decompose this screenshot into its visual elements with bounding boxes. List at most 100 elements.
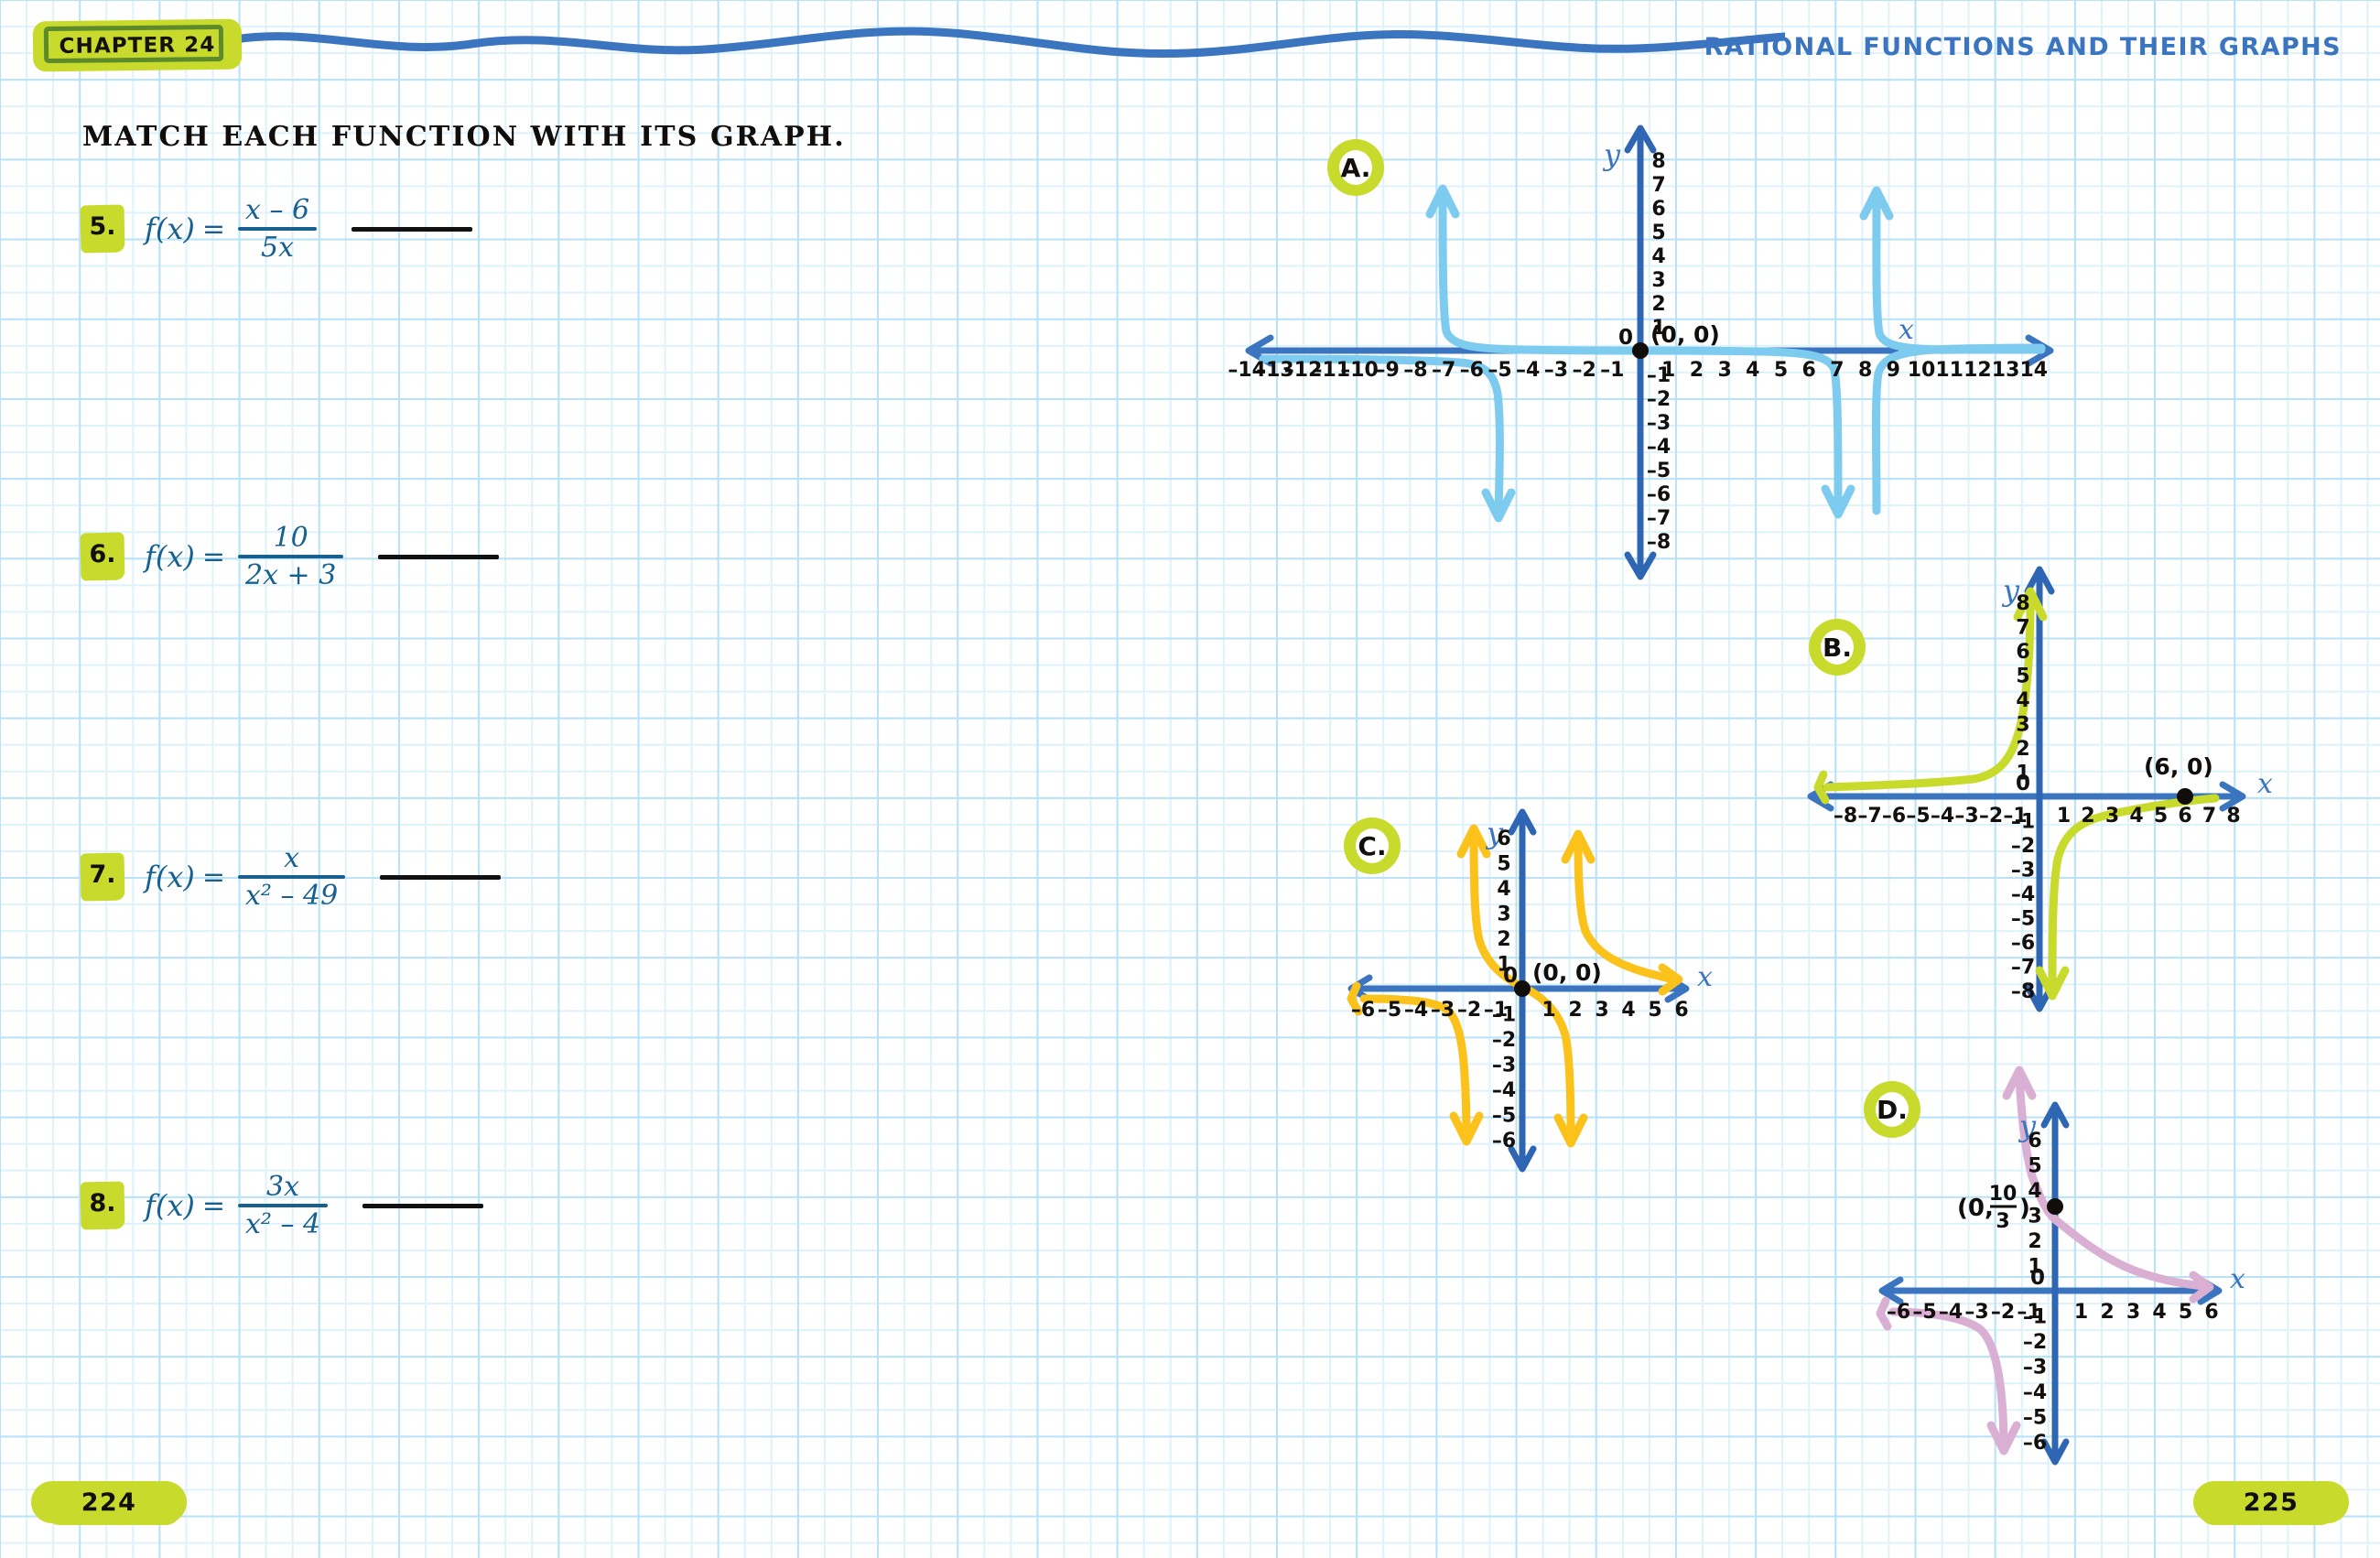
- answer-blank[interactable]: [378, 554, 500, 559]
- tick-label: –3: [1544, 359, 1568, 382]
- tick-label: 5: [1774, 359, 1788, 382]
- tick-label: 7: [1830, 359, 1844, 382]
- tick-label: –6: [1492, 1130, 1516, 1152]
- graph-c-point-dot: [1514, 980, 1531, 997]
- graph-d-y-axis: [2040, 1101, 2070, 1466]
- problem-number-badge: 7.: [80, 852, 125, 902]
- tick-label: 12: [1964, 359, 1992, 382]
- tick-label: –6: [1882, 805, 1906, 828]
- graph-c-y-axis-label: y: [1485, 816, 1504, 850]
- tick-label: 5: [2179, 1301, 2192, 1324]
- graph-c-x-tick-labels: –6 –5 –4 –3 –2 –1 1 2 3 4 5 6: [1351, 999, 1689, 1022]
- tick-label: 6: [1674, 999, 1688, 1022]
- graph-a-origin-label: 0: [1618, 326, 1633, 350]
- answer-blank[interactable]: [380, 874, 502, 880]
- graph-b-letter-badge: B.: [1809, 619, 1866, 676]
- graph-d-point-label: (0, 10 3 ): [1957, 1183, 2030, 1233]
- graph-d: D. (0, 10 3: [1822, 1048, 2316, 1469]
- fraction: 10 2x + 3: [238, 522, 344, 590]
- problem-number-label: 6.: [89, 539, 116, 568]
- problem-number-badge: 5.: [80, 204, 125, 254]
- tick-label: 4: [1746, 359, 1759, 382]
- tick-label: 13: [1992, 359, 2020, 382]
- tick-label: –5: [2011, 908, 2035, 931]
- page-title: RATIONAL FUNCTIONS AND THEIR GRAPHS: [1704, 33, 2342, 61]
- chapter-tag-label: CHAPTER 24: [59, 32, 216, 59]
- graph-a-letter-badge: A.: [1327, 139, 1384, 196]
- problem-number-badge: 6.: [80, 532, 125, 581]
- tick-label: –4: [1939, 1301, 1963, 1324]
- tick-label: –2: [1572, 359, 1596, 382]
- tick-label: 5: [2016, 665, 2029, 688]
- tick-label: –4: [1404, 999, 1428, 1022]
- graph-a-x-tick-labels: –14–13–12–11–10–9 –8 –7 –6 –5 –4 –3 –2 –1 1 2 3 4 5 6 7…: [1228, 359, 2048, 382]
- tick-label: –1: [1484, 999, 1508, 1022]
- fraction-bar: [238, 874, 346, 879]
- tick-label: –8: [1403, 359, 1427, 382]
- badge-hole: [1821, 630, 1854, 665]
- tick-label: –3: [1492, 1055, 1516, 1077]
- graph-d-x-axis-label: x: [2230, 1263, 2245, 1295]
- tick-label: 8: [1858, 359, 1872, 382]
- tick-label: –7: [1857, 805, 1881, 828]
- tick-label: –11: [1312, 359, 1350, 382]
- graph-c-letter: C.: [1358, 830, 1387, 861]
- instruction-heading: MATCH EACH FUNCTION WITH ITS GRAPH.: [82, 121, 846, 153]
- tick-label: –2: [2023, 1331, 2047, 1354]
- problem-item: 7. f(x) = x x² – 49: [80, 827, 502, 927]
- tick-label: 4: [1497, 878, 1510, 901]
- tick-label: 6: [2204, 1301, 2218, 1324]
- tick-label: 8: [2016, 592, 2029, 615]
- graph-b-x-axis-label: x: [2257, 768, 2273, 800]
- page-tab-highlight-secondary: [44, 1494, 181, 1525]
- answer-blank[interactable]: [352, 226, 473, 232]
- graph-c: C. (0, 0) 0: [1300, 801, 1776, 1185]
- graph-d-y-axis-label: y: [2018, 1109, 2037, 1143]
- graph-a-plot: (0, 0) 0 x y –14–13–12–11–10–9 –8 –7 –6 –5 –4…: [1228, 124, 2054, 580]
- tick-label: –7: [1647, 507, 1671, 530]
- function-notation: f(x): [145, 211, 195, 246]
- tick-label: 3: [1595, 999, 1608, 1022]
- graph-c-plot: (0, 0) 0 x y –6 –5 –4 –3 –2 –1 1 2 3 4 5 6 –6–5–4–3…: [1347, 808, 1713, 1173]
- graph-c-point-label: (0, 0): [1532, 959, 1602, 986]
- graph-a-letter: A.: [1340, 152, 1371, 183]
- tick-label: 1: [2028, 1256, 2041, 1279]
- chapter-tag: CHAPTER 24: [32, 18, 243, 72]
- tick-label: 1: [1661, 359, 1675, 382]
- graph-a-point-dot: [1632, 342, 1649, 359]
- tick-label: 3: [1651, 269, 1665, 292]
- answer-blank[interactable]: [362, 1203, 484, 1208]
- tick-label: –8: [2011, 980, 2035, 1003]
- tick-label: 1: [2057, 805, 2071, 828]
- tick-label: –6: [2023, 1432, 2047, 1455]
- tick-label: 7: [1651, 174, 1665, 197]
- tick-label: 6: [2178, 805, 2191, 828]
- problem-item: 5. f(x) = x – 6 5x: [80, 179, 473, 279]
- tick-label: 1: [1651, 317, 1665, 340]
- graph-d-origin-label: 0: [2030, 1266, 2045, 1290]
- tick-label: –3: [1431, 999, 1455, 1022]
- graph-d-point-dot: [2047, 1198, 2063, 1215]
- problem-item: 8. f(x) = 3x x² – 4: [80, 1155, 484, 1256]
- tick-label: 4: [2129, 805, 2143, 828]
- page-number-left: 224: [81, 1488, 137, 1517]
- tick-label: –2: [1979, 805, 2003, 828]
- graph-a: A.: [1227, 119, 2069, 586]
- fraction-bar: [238, 1203, 329, 1207]
- graph-b-plot: (6, 0) 0 x y –8 –7 –6 –5 –4 –3 –2 –1 1 2 3 4 5 6 7 8 –8…: [1807, 566, 2273, 1012]
- equals-sign: =: [201, 860, 225, 893]
- fraction: x – 6 5x: [238, 194, 318, 262]
- fraction-numerator: x: [284, 842, 300, 874]
- tick-label: –1: [1647, 364, 1671, 387]
- tick-label: 10: [1908, 359, 1936, 382]
- fraction-numerator: x – 6: [245, 194, 310, 226]
- page-number-right: 225: [2243, 1488, 2299, 1517]
- tick-label: 6: [2028, 1130, 2041, 1152]
- graph-c-origin-label: 0: [1503, 964, 1518, 988]
- tick-label: –6: [2011, 932, 2035, 955]
- tick-label: 2: [2081, 805, 2094, 828]
- page-number-tab-left: 224: [31, 1481, 187, 1532]
- fraction-numerator: 10: [273, 522, 308, 554]
- tick-label: –5: [1647, 460, 1671, 482]
